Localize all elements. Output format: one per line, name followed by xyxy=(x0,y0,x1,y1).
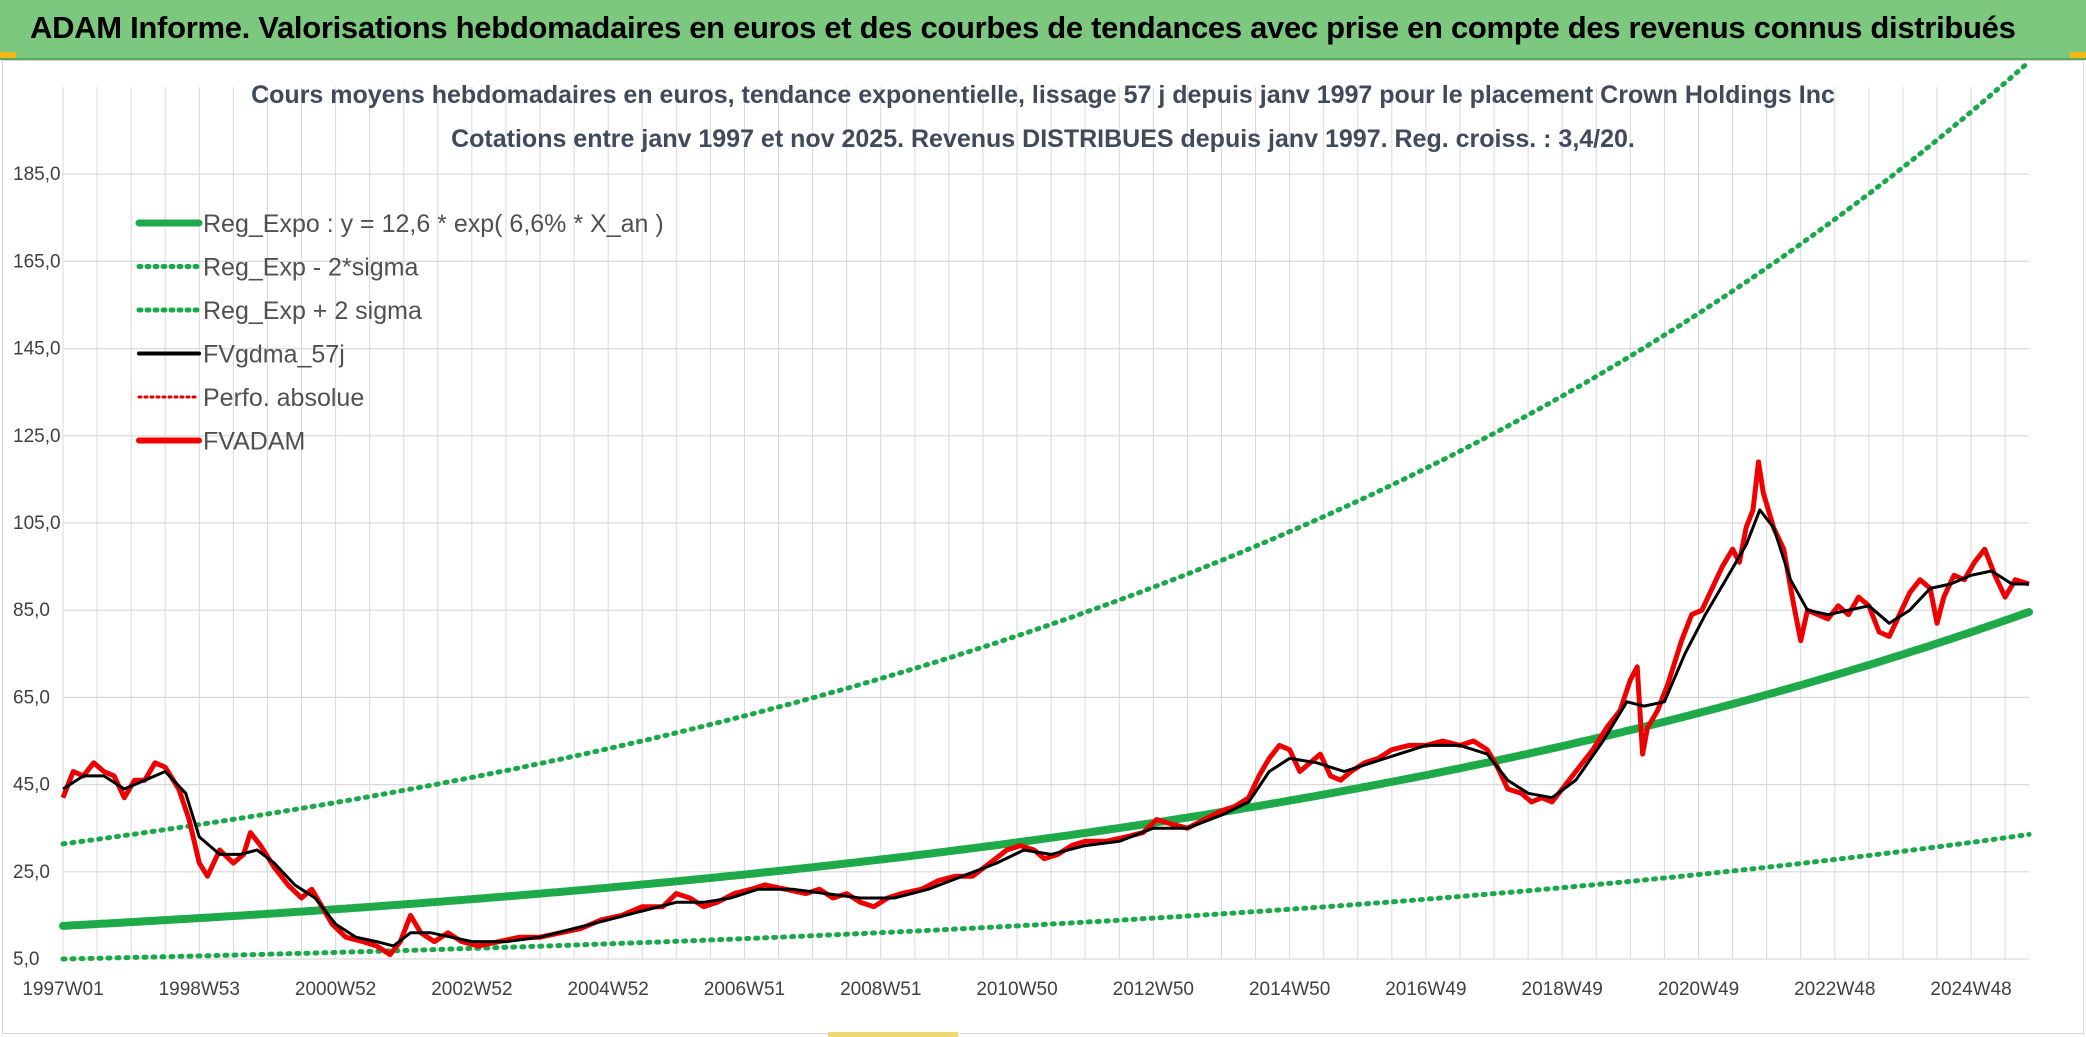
x-tick-label: 2024W48 xyxy=(1930,979,2011,1000)
x-tick-label: 2012W50 xyxy=(1113,979,1194,1000)
y-tick-label: 145,0 xyxy=(13,339,61,360)
x-tick-label: 2018W49 xyxy=(1522,979,1603,1000)
bottom-marker xyxy=(828,1032,958,1037)
x-tick-label: 2020W49 xyxy=(1658,979,1739,1000)
legend-label: Reg_Expo : y = 12,6 * exp( 6,6% * X_an ) xyxy=(203,210,664,238)
x-tick-label: 2004W52 xyxy=(567,979,648,1000)
header-bar: ADAM Informe. Valorisations hebdomadaire… xyxy=(0,0,2086,60)
corner-marker-left xyxy=(0,52,16,58)
legend-label: FVgdma_57j xyxy=(203,341,345,369)
series-reg-exp-plus-2sigma xyxy=(60,61,2032,847)
legend-label: Reg_Exp + 2 sigma xyxy=(203,297,422,325)
series-reg-expo xyxy=(59,608,2033,930)
y-tick-label: 65,0 xyxy=(13,687,50,708)
series-perfo-absolue xyxy=(62,461,2030,956)
y-tick-label: 45,0 xyxy=(13,775,50,796)
y-tick-label: 125,0 xyxy=(13,426,61,447)
chart-title: Cours moyens hebdomadaires en euros, ten… xyxy=(251,81,1835,109)
chart-frame: Cours moyens hebdomadaires en euros, ten… xyxy=(2,60,2084,1034)
y-tick-label: 105,0 xyxy=(13,513,61,534)
chart-svg: Cours moyens hebdomadaires en euros, ten… xyxy=(13,61,2033,1000)
x-tick-label: 2002W52 xyxy=(431,979,512,1000)
x-tick-label: 2010W50 xyxy=(976,979,1057,1000)
chart-subtitle: Cotations entre janv 1997 et nov 2025. R… xyxy=(451,125,1635,153)
legend-label: Perfo. absolue xyxy=(203,384,364,412)
y-tick-label: 25,0 xyxy=(13,862,50,883)
series-fvgdma-57j xyxy=(62,508,2029,948)
corner-marker-right xyxy=(2070,52,2086,58)
y-tick-label: 185,0 xyxy=(13,164,61,185)
y-tick-label: 5,0 xyxy=(13,949,39,970)
axis-labels: 5,0 25,0 45,0 65,0 85,0 105,0 125,0 145,0 165,0 1… xyxy=(13,164,2012,1000)
series-layer xyxy=(59,61,2033,962)
y-tick-label: 85,0 xyxy=(13,600,50,621)
x-tick-label: 1997W01 xyxy=(22,979,103,1000)
grid-layer xyxy=(62,87,2029,960)
page-title: ADAM Informe. Valorisations hebdomadaire… xyxy=(30,10,2016,45)
x-tick-label: 2006W51 xyxy=(704,979,785,1000)
series-fvadam xyxy=(60,459,2030,958)
legend: Reg_Expo : y = 12,6 * exp( 6,6% * X_an )… xyxy=(135,210,664,456)
x-tick-label: 2022W48 xyxy=(1794,979,1875,1000)
legend-label: Reg_Exp - 2*sigma xyxy=(203,254,418,282)
x-tick-label: 2016W49 xyxy=(1385,979,1466,1000)
legend-label: FVADAM xyxy=(203,428,305,456)
x-tick-label: 2000W52 xyxy=(295,979,376,1000)
y-tick-label: 165,0 xyxy=(13,251,61,272)
x-tick-label: 2008W51 xyxy=(840,979,921,1000)
x-tick-label: 2014W50 xyxy=(1249,979,1330,1000)
x-tick-label: 1998W53 xyxy=(159,979,240,1000)
